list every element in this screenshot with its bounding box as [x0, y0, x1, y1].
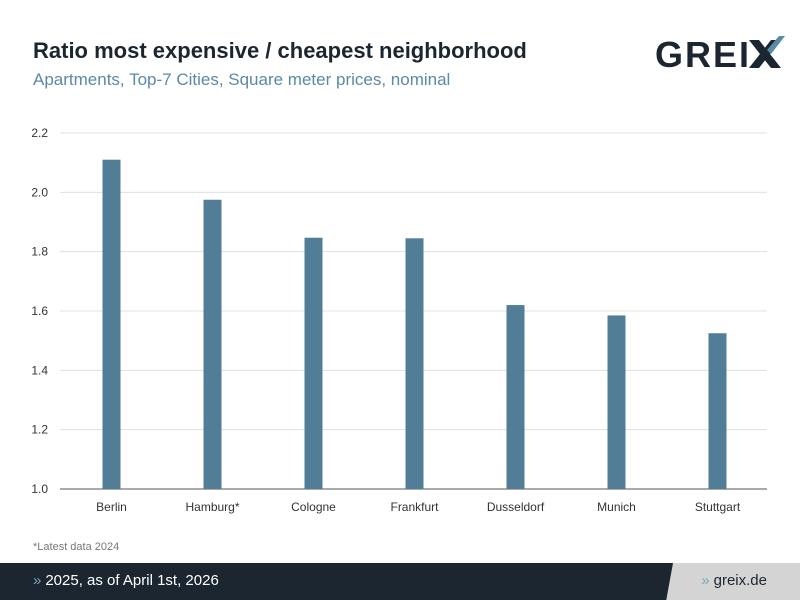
chart-title: Ratio most expensive / cheapest neighbor… — [33, 38, 527, 63]
greix-logo: GREI — [655, 34, 785, 77]
footer-date-text: 2025, as of April 1st, 2026 — [45, 572, 219, 589]
x-tick-label: Frankfurt — [390, 500, 439, 514]
bar-stuttgart — [708, 333, 727, 489]
bar-frankfurt — [405, 238, 424, 489]
y-tick-label: 1.6 — [31, 304, 48, 318]
x-tick-label: Hamburg* — [185, 500, 239, 514]
footer-link-text[interactable]: greix.de — [713, 572, 767, 589]
x-tick-label: Munich — [597, 500, 636, 514]
footer-link[interactable]: » greix.de — [701, 572, 767, 589]
y-tick-label: 1.4 — [31, 363, 48, 377]
chart-subtitle: Apartments, Top-7 Cities, Square meter p… — [33, 70, 451, 89]
footnote: *Latest data 2024 — [33, 541, 120, 553]
bar-dusseldorf — [506, 305, 525, 489]
footer-dark-panel: » 2025, as of April 1st, 2026 — [0, 563, 673, 600]
x-tick-label: Berlin — [96, 500, 127, 514]
chevron-right-icon: » — [33, 572, 42, 589]
footer: » 2025, as of April 1st, 2026 » greix.de — [0, 563, 800, 600]
svg-text:GREI: GREI — [655, 34, 751, 72]
y-tick-label: 1.2 — [31, 423, 48, 437]
x-tick-label: Cologne — [291, 500, 336, 514]
y-tick-label: 1.8 — [31, 245, 48, 259]
x-tick-label: Dusseldorf — [487, 500, 545, 514]
bar-chart: Berlin Hamburg* Cologne Frankfurt Dusseldorf… — [31, 126, 767, 514]
footer-date: » 2025, as of April 1st, 2026 — [33, 572, 219, 589]
bar-cologne — [304, 237, 323, 489]
bar-berlin — [102, 159, 121, 489]
chevron-right-icon: » — [701, 572, 710, 589]
x-tick-label: Stuttgart — [695, 500, 741, 514]
y-tick-label: 2.2 — [31, 126, 48, 140]
bar-hamburg — [203, 199, 222, 489]
bar-munich — [607, 315, 626, 489]
y-tick-label: 2.0 — [31, 185, 48, 199]
y-tick-label: 1.0 — [31, 482, 48, 496]
